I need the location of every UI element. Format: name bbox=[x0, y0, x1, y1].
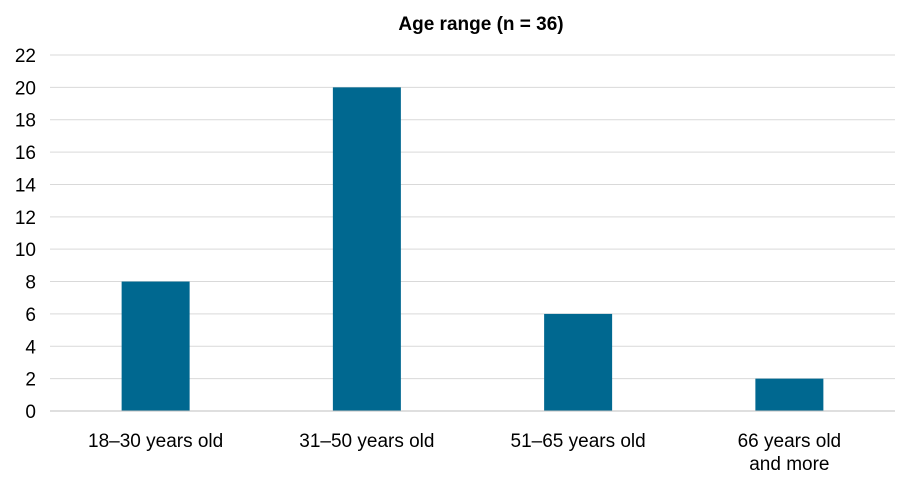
y-tick-label: 6 bbox=[25, 305, 36, 326]
y-tick-label: 12 bbox=[15, 208, 36, 229]
bar bbox=[332, 87, 401, 411]
x-axis-categories: 18–30 years old 31–50 years old 51–65 year… bbox=[88, 431, 841, 475]
y-tick-label: 22 bbox=[15, 46, 36, 67]
x-category-label-line: 51–65 years old bbox=[511, 431, 646, 452]
x-category-label: 66 years old and more bbox=[738, 431, 842, 475]
y-tick-label: 18 bbox=[15, 111, 36, 132]
x-category-label-line: 31–50 years old bbox=[299, 431, 434, 452]
y-tick-label: 8 bbox=[25, 273, 36, 294]
y-tick-label: 4 bbox=[25, 337, 36, 358]
x-category-label-line: and more bbox=[749, 454, 829, 475]
x-category-label: 51–65 years old bbox=[511, 431, 646, 452]
y-tick-label: 10 bbox=[15, 240, 36, 261]
y-axis-ticks: 0 2 4 6 8 10 12 14 16 18 20 22 bbox=[15, 46, 37, 423]
y-tick-label: 2 bbox=[25, 370, 36, 391]
x-category-label-line: 66 years old bbox=[738, 431, 842, 452]
x-category-label: 18–30 years old bbox=[88, 431, 223, 452]
gridlines bbox=[50, 54, 895, 380]
y-tick-label: 20 bbox=[15, 78, 36, 99]
bar bbox=[755, 378, 824, 411]
bars bbox=[121, 87, 824, 411]
x-category-label-line: 18–30 years old bbox=[88, 431, 223, 452]
y-tick-label: 14 bbox=[15, 175, 37, 196]
y-tick-label: 16 bbox=[15, 143, 36, 164]
chart-title: Age range (n = 36) bbox=[398, 14, 563, 35]
y-tick-label: 0 bbox=[25, 402, 36, 423]
x-category-label: 31–50 years old bbox=[299, 431, 434, 452]
bar bbox=[121, 281, 190, 411]
bar bbox=[544, 313, 613, 411]
